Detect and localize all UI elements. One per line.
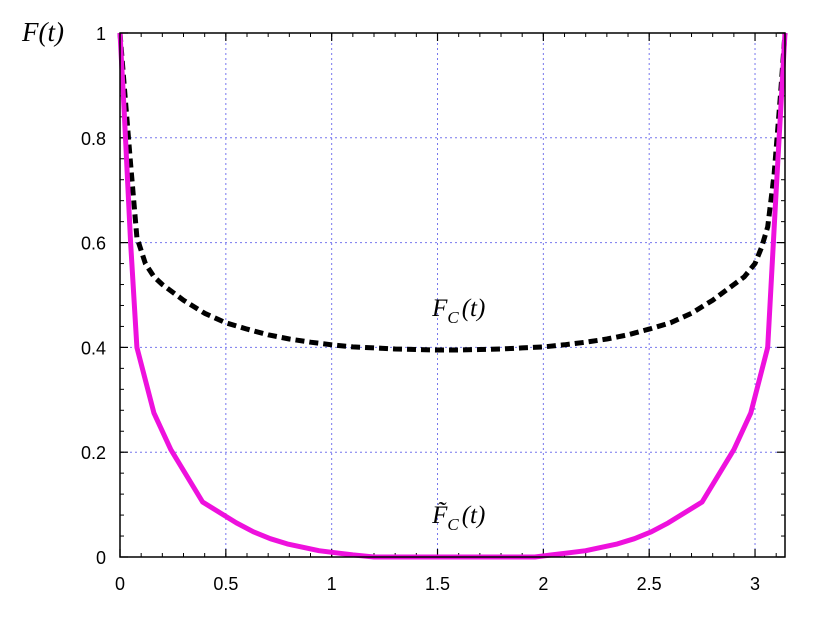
series-label-argument: (t) [462,502,486,529]
grid-lines [120,33,785,557]
x-tick-label: 1.5 [425,574,450,594]
axis-ticks [119,32,785,558]
series-labels: FC (t)F̃C (t) [431,295,485,534]
y-tick-label: 0 [96,548,106,568]
y-tick-label: 0.6 [81,234,106,254]
series-label-fc-tilde: F̃C (t) [431,502,485,534]
series-line-fc [117,32,788,353]
x-tick-label: 0.5 [213,574,238,594]
y-tick-label: 0.2 [81,443,106,463]
x-tick-label: 2 [538,574,548,594]
series-line-fc-tilde [117,32,788,560]
x-tick-label: 0 [115,574,125,594]
series-label-main: F [431,295,448,322]
series-label-subscript: C [447,308,459,327]
series-label-subscript: C [447,515,459,534]
series-lines [117,32,788,560]
x-tick-label: 2.5 [637,574,662,594]
x-tick-label: 1 [327,574,337,594]
y-axis-label: F(t) [21,17,64,47]
x-tick-label: 3 [750,574,760,594]
series-label-argument: (t) [462,295,486,322]
plot-frame [119,32,786,558]
y-tick-label: 1 [96,24,106,44]
y-tick-label: 0.8 [81,129,106,149]
tick-labels: 0 0.5 1 1.5 2 2.5 3 0 0.2 0.4 0.6 0.8 1 [81,24,760,594]
series-label-fc: FC (t) [431,295,485,327]
series-label-main: F̃ [431,502,448,529]
y-tick-label: 0.4 [81,338,106,358]
